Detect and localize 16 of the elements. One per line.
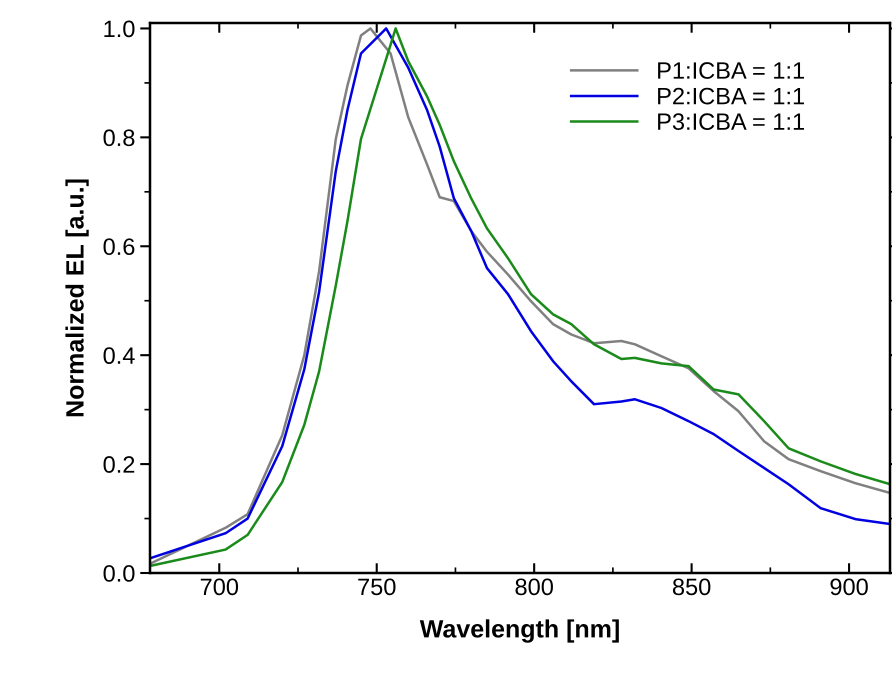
y-tick-label: 1.0 xyxy=(104,20,134,38)
y-axis-title: Normalized EL [a.u.] xyxy=(65,179,89,416)
x-tick-label: 800 xyxy=(516,578,553,596)
legend-label: P1:ICBA = 1:1 xyxy=(658,62,804,79)
y-tick-label: 0.8 xyxy=(104,129,134,146)
x-tick-label: 850 xyxy=(672,578,710,596)
legend-label: P2:ICBA = 1:1 xyxy=(658,88,804,104)
y-tick-label: 0.0 xyxy=(104,565,134,582)
x-tick-label: 700 xyxy=(200,578,238,596)
y-tick-label: 0.2 xyxy=(104,456,134,473)
legend-label: P3:ICBA = 1:1 xyxy=(658,113,804,130)
x-tick-label: 750 xyxy=(358,578,396,596)
x-axis-title: Wavelength [nm] xyxy=(420,619,619,643)
x-tick-label: 900 xyxy=(830,578,868,596)
y-tick-label: 0.4 xyxy=(104,347,135,364)
y-tick-label: 0.6 xyxy=(104,238,134,256)
